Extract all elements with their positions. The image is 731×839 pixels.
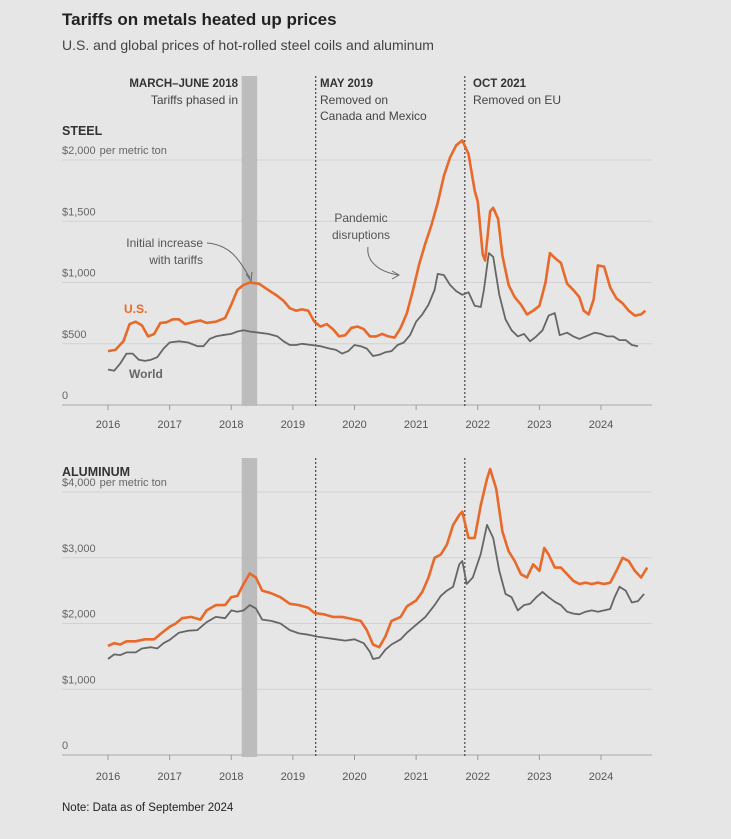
annotation-arrow: [367, 246, 399, 276]
x-tick-label: 2024: [589, 419, 613, 431]
series-line-world: [107, 524, 645, 660]
x-tick-label: 2018: [219, 771, 243, 783]
y-tick-label: $1,000: [62, 268, 96, 280]
event-title: MARCH–JUNE 2018: [129, 78, 238, 90]
x-tick-label: 2016: [96, 771, 120, 783]
unit-label: per metric ton: [100, 145, 167, 157]
y-tick-label: $4,000 per metric ton: [62, 477, 167, 489]
x-tick-label: 2023: [527, 419, 551, 431]
aluminum-panel: ALUMINUM 0 $1,000 $2,000 $3,000 $4,000 per met…: [62, 458, 652, 783]
x-tick-label: 2017: [157, 419, 181, 431]
unit-label: per metric ton: [100, 477, 167, 489]
panel-title: STEEL: [62, 124, 103, 138]
series-label-us: U.S.: [124, 302, 147, 316]
series-label-world: World: [129, 367, 163, 381]
event-desc: Canada and Mexico: [320, 109, 427, 123]
annotation-arrowhead: [245, 271, 253, 283]
tariff-band: [241, 458, 258, 757]
tariff-band: [241, 76, 258, 406]
events-layer: MARCH–JUNE 2018 Tariffs phased in MAY 2019…: [129, 78, 561, 123]
chart-subtitle: U.S. and global prices of hot-rolled ste…: [62, 37, 434, 53]
x-tick-label: 2022: [466, 771, 490, 783]
series-line-world: [107, 252, 639, 372]
event-desc: Removed on: [320, 93, 388, 107]
y-tick-label: $1,500: [62, 206, 96, 218]
y-tick-label: $1,000: [62, 674, 96, 686]
y-tick-label: 0: [62, 740, 68, 752]
y-tick-label: 0: [62, 390, 68, 402]
annotation-text: disruptions: [332, 228, 390, 242]
event-desc: Removed on EU: [473, 93, 561, 107]
x-tick-label: 2016: [96, 419, 120, 431]
annotation-arrow: [206, 242, 251, 279]
series-line-us: [107, 139, 647, 353]
x-tick-label: 2017: [157, 771, 181, 783]
x-tick-label: 2020: [342, 419, 366, 431]
x-tick-label: 2019: [281, 771, 305, 783]
annotation-text: Pandemic: [334, 211, 387, 225]
y-tick-label: $3,000: [62, 543, 96, 555]
y-tick-label: $2,000 per metric ton: [62, 145, 167, 157]
x-tick-label: 2022: [466, 419, 490, 431]
x-tick-label: 2023: [527, 771, 551, 783]
panel-title: ALUMINUM: [62, 465, 130, 479]
steel-panel: STEEL 0 $500 $1,000 $1,500 $2,000 per metric t…: [62, 76, 652, 431]
x-tick-label: 2018: [219, 419, 243, 431]
annotation-arrowhead: [391, 270, 401, 280]
y-tick-label: $2,000: [62, 609, 96, 621]
footnote: Note: Data as of September 2024: [62, 802, 234, 814]
chart-title: Tariffs on metals heated up prices: [62, 10, 337, 29]
y-tick-label: $500: [62, 329, 86, 341]
x-tick-label: 2021: [404, 771, 428, 783]
x-tick-label: 2019: [281, 419, 305, 431]
x-tick-label: 2021: [404, 419, 428, 431]
event-title: OCT 2021: [473, 78, 527, 90]
annotation-text: with tariffs: [148, 253, 203, 267]
x-tick-label: 2020: [342, 771, 366, 783]
event-desc: Tariffs phased in: [151, 93, 238, 107]
series-line-us: [107, 467, 649, 649]
annotation-text: Initial increase: [126, 236, 203, 250]
x-tick-label: 2024: [589, 771, 613, 783]
event-title: MAY 2019: [320, 78, 373, 90]
